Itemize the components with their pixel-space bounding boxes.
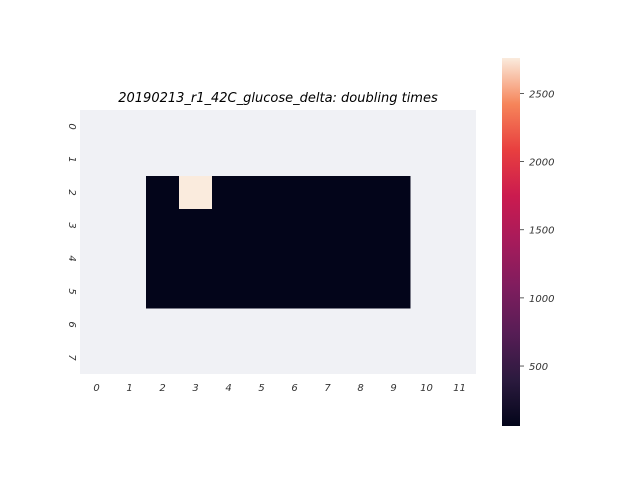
x-tick-label: 1 (126, 383, 132, 394)
x-tick-label: 11 (453, 383, 466, 394)
heatmap-cell (179, 275, 213, 309)
y-tick-label: 3 (66, 222, 77, 228)
colorbar-tick-label: 1500 (529, 226, 554, 237)
heatmap-cell (179, 242, 213, 276)
colorbar-tick-label: 2500 (529, 89, 554, 100)
heatmap-cell (146, 275, 180, 309)
heatmap-plot-area (80, 110, 476, 374)
heatmap-cell (146, 242, 180, 276)
heatmap-cell (377, 275, 411, 309)
heatmap-cell (344, 209, 378, 243)
x-tick-label: 5 (258, 383, 264, 394)
heatmap-cell (212, 275, 246, 309)
y-tick-label: 5 (66, 288, 77, 294)
x-tick-label: 3 (192, 383, 198, 394)
y-tick-label: 7 (66, 354, 77, 361)
y-tick-label: 0 (66, 123, 77, 129)
y-tick-label: 4 (66, 255, 77, 261)
heatmap-cell (344, 275, 378, 309)
heatmap-cell (245, 176, 279, 210)
heatmap-cell (311, 176, 345, 210)
heatmap-cell (179, 176, 213, 210)
x-tick-label: 10 (420, 383, 433, 394)
heatmap-cell (146, 176, 180, 210)
x-tick-label: 6 (291, 383, 297, 394)
heatmap-cell (245, 209, 279, 243)
x-tick-label: 4 (225, 383, 231, 394)
heatmap-cell (344, 176, 378, 210)
heatmap-cell (146, 209, 180, 243)
heatmap-cell (245, 242, 279, 276)
x-tick-label: 2 (159, 383, 165, 394)
y-tick-label: 6 (66, 321, 77, 327)
heatmap-cell (344, 242, 378, 276)
heatmap-cell (179, 209, 213, 243)
y-tick-label: 2 (66, 189, 77, 195)
heatmap-cell (377, 242, 411, 276)
heatmap-cell (212, 209, 246, 243)
x-tick-label: 9 (390, 383, 396, 394)
x-axis: 0 1 2 3 4 5 6 7 8 9 10 11 (93, 383, 466, 394)
heatmap-cell (278, 275, 312, 309)
heatmap-cell (212, 176, 246, 210)
chart-title: 20190213_r1_42C_glucose_delta: doubling … (118, 91, 438, 106)
y-tick-label: 1 (66, 156, 77, 162)
heatmap-cell (278, 209, 312, 243)
heatmap-cell (311, 275, 345, 309)
colorbar-tick-label: 1000 (529, 294, 554, 305)
y-axis: 0 1 2 3 4 5 6 7 (66, 123, 77, 361)
heatmap-cell (278, 176, 312, 210)
x-tick-label: 0 (93, 383, 99, 394)
heatmap-cell (212, 242, 246, 276)
heatmap-cell (311, 209, 345, 243)
heatmap-cell (377, 209, 411, 243)
x-tick-label: 8 (357, 383, 363, 394)
colorbar-gradient (502, 58, 520, 426)
heatmap-cell (245, 275, 279, 309)
colorbar-ticks: 500 1000 1500 2000 2500 (520, 89, 554, 373)
colorbar-tick-label: 2000 (529, 158, 554, 169)
colorbar: 500 1000 1500 2000 2500 (502, 58, 554, 426)
heatmap-cell (311, 242, 345, 276)
x-tick-label: 7 (324, 383, 331, 394)
heatmap-cell (377, 176, 411, 210)
colorbar-tick-label: 500 (529, 362, 548, 373)
heatmap-cell (278, 242, 312, 276)
